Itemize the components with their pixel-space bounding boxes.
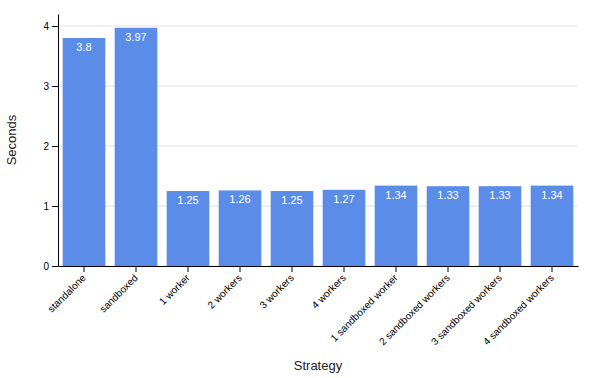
y-tick-mark — [52, 266, 58, 267]
data-label: 1.33 — [437, 189, 458, 201]
x-tick-label: sandboxed — [98, 272, 140, 314]
x-tick-mark — [448, 266, 449, 272]
x-tick-mark — [344, 266, 345, 272]
x-tick-mark — [292, 266, 293, 272]
y-tick-label: 2 — [43, 141, 49, 152]
bar — [427, 186, 470, 266]
bar — [271, 191, 314, 266]
data-label: 1.25 — [281, 194, 302, 206]
x-tick-mark — [188, 266, 189, 272]
y-axis-line — [58, 15, 59, 267]
data-label: 1.33 — [489, 189, 510, 201]
x-tick-label: 1 worker — [157, 272, 192, 307]
y-tick-label: 0 — [43, 261, 49, 272]
data-labels: 3.8 3.97 1.25 1.26 1.25 1.27 1.34 1.33 1.33 1.34 — [76, 31, 562, 206]
y-tick-mark — [52, 26, 58, 27]
data-label: 1.25 — [177, 194, 198, 206]
x-tick: 1 worker — [157, 266, 192, 307]
x-tick: standalone — [46, 266, 89, 314]
y-tick: 4 — [43, 21, 58, 32]
x-tick-label: 4 workers — [309, 272, 347, 310]
data-label: 1.27 — [333, 193, 354, 205]
x-axis: standalonesandboxed 1 worker 2 workers 3 wo… — [46, 266, 579, 347]
bar — [63, 38, 106, 266]
data-label: 1.34 — [385, 189, 406, 201]
x-tick-mark — [396, 266, 397, 272]
y-tick-label: 3 — [43, 81, 49, 92]
y-tick: 0 — [43, 261, 58, 272]
y-tick-mark — [52, 146, 58, 147]
bar — [531, 186, 574, 266]
bar — [115, 28, 158, 266]
bars — [63, 28, 574, 266]
y-tick: 3 — [43, 81, 58, 92]
plot: 3.8 3.97 1.25 1.26 1.25 1.27 1.34 1.33 1.33 1.34 0… — [43, 15, 578, 348]
y-axis: 0 1 2 3 4 — [43, 15, 58, 272]
x-tick: 4 sandboxed workers — [481, 266, 556, 347]
data-label: 3.97 — [125, 31, 146, 43]
grid-line — [58, 26, 578, 27]
bar — [167, 191, 210, 266]
x-tick-label: 2 workers — [205, 272, 243, 310]
y-tick-label: 4 — [43, 21, 49, 32]
x-axis-title: Strategy — [294, 358, 343, 373]
chart: 3.8 3.97 1.25 1.26 1.25 1.27 1.34 1.33 1.33 1.34 0… — [0, 0, 592, 378]
x-tick-label: 3 workers — [257, 272, 295, 310]
y-axis-title: Seconds — [4, 114, 19, 165]
y-tick-label: 1 — [43, 201, 49, 212]
data-label: 3.8 — [76, 41, 91, 53]
x-tick: 4 workers — [309, 266, 347, 311]
x-tick-label: 4 sandboxed workers — [481, 272, 556, 347]
x-tick-mark — [552, 266, 553, 272]
x-tick-mark — [240, 266, 241, 272]
x-tick-label: standalone — [46, 272, 89, 315]
grid — [58, 26, 578, 266]
x-tick: 3 workers — [257, 266, 295, 311]
bar — [479, 186, 522, 266]
x-tick-mark — [84, 266, 85, 272]
y-tick: 2 — [43, 141, 58, 152]
y-tick-mark — [52, 206, 58, 207]
x-tick: sandboxed — [98, 266, 140, 314]
x-tick: 2 workers — [205, 266, 243, 311]
y-tick: 1 — [43, 201, 58, 212]
data-label: 1.34 — [541, 189, 562, 201]
bar — [375, 186, 418, 266]
data-label: 1.26 — [229, 193, 250, 205]
y-tick-mark — [52, 86, 58, 87]
x-tick-mark — [136, 266, 137, 272]
bar — [219, 190, 262, 266]
bar — [323, 190, 366, 266]
x-tick-mark — [500, 266, 501, 272]
